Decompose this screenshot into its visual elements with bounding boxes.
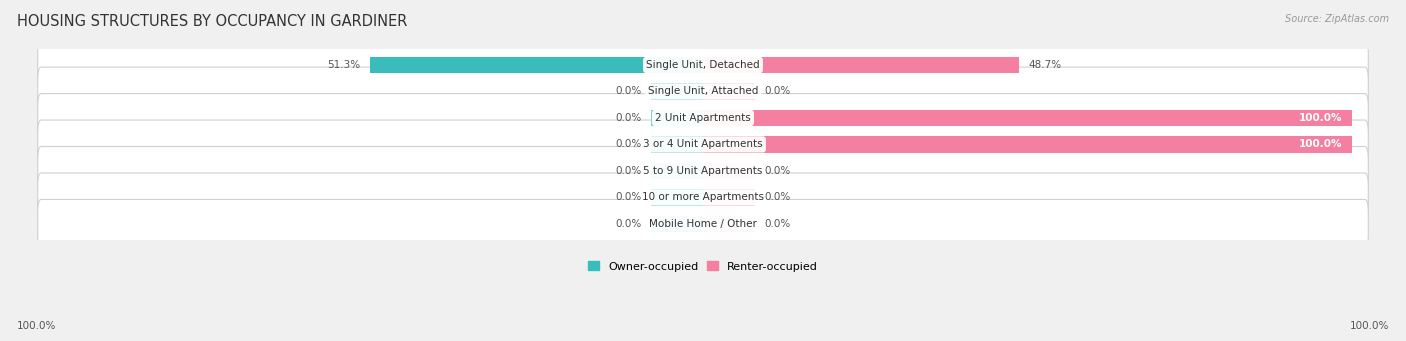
Bar (703, 110, 1353, 126)
Bar (651, 136, 703, 153)
FancyBboxPatch shape (38, 41, 1368, 89)
Bar (703, 57, 1019, 73)
Text: 0.0%: 0.0% (765, 87, 792, 97)
FancyBboxPatch shape (38, 120, 1368, 169)
Text: 100.0%: 100.0% (1299, 113, 1343, 123)
Text: 0.0%: 0.0% (765, 166, 792, 176)
Bar (703, 189, 755, 206)
FancyBboxPatch shape (38, 93, 1368, 142)
Text: 0.0%: 0.0% (614, 219, 641, 229)
Text: 0.0%: 0.0% (765, 192, 792, 202)
Text: Source: ZipAtlas.com: Source: ZipAtlas.com (1285, 14, 1389, 24)
Text: 0.0%: 0.0% (614, 113, 641, 123)
FancyBboxPatch shape (38, 173, 1368, 222)
Bar (651, 83, 703, 100)
Bar (370, 57, 703, 73)
Bar (703, 83, 755, 100)
Bar (703, 163, 755, 179)
Text: 0.0%: 0.0% (765, 219, 792, 229)
Text: 0.0%: 0.0% (614, 87, 641, 97)
Bar (651, 216, 703, 232)
Text: 48.7%: 48.7% (1029, 60, 1062, 70)
Text: Mobile Home / Other: Mobile Home / Other (650, 219, 756, 229)
Text: 2 Unit Apartments: 2 Unit Apartments (655, 113, 751, 123)
Bar (651, 163, 703, 179)
Text: Single Unit, Detached: Single Unit, Detached (647, 60, 759, 70)
Text: 100.0%: 100.0% (1299, 139, 1343, 149)
Text: 100.0%: 100.0% (1350, 321, 1389, 331)
Text: HOUSING STRUCTURES BY OCCUPANCY IN GARDINER: HOUSING STRUCTURES BY OCCUPANCY IN GARDI… (17, 14, 408, 29)
Text: 10 or more Apartments: 10 or more Apartments (643, 192, 763, 202)
FancyBboxPatch shape (38, 67, 1368, 116)
FancyBboxPatch shape (38, 147, 1368, 195)
Text: 0.0%: 0.0% (614, 139, 641, 149)
Text: 3 or 4 Unit Apartments: 3 or 4 Unit Apartments (643, 139, 763, 149)
Text: 0.0%: 0.0% (614, 192, 641, 202)
Bar (703, 136, 1353, 153)
Legend: Owner-occupied, Renter-occupied: Owner-occupied, Renter-occupied (583, 257, 823, 276)
Bar (651, 189, 703, 206)
Text: 5 to 9 Unit Apartments: 5 to 9 Unit Apartments (644, 166, 762, 176)
Text: 51.3%: 51.3% (328, 60, 360, 70)
Bar (703, 216, 755, 232)
Bar (651, 110, 703, 126)
Text: Single Unit, Attached: Single Unit, Attached (648, 87, 758, 97)
Text: 0.0%: 0.0% (614, 166, 641, 176)
Text: 100.0%: 100.0% (17, 321, 56, 331)
FancyBboxPatch shape (38, 199, 1368, 248)
